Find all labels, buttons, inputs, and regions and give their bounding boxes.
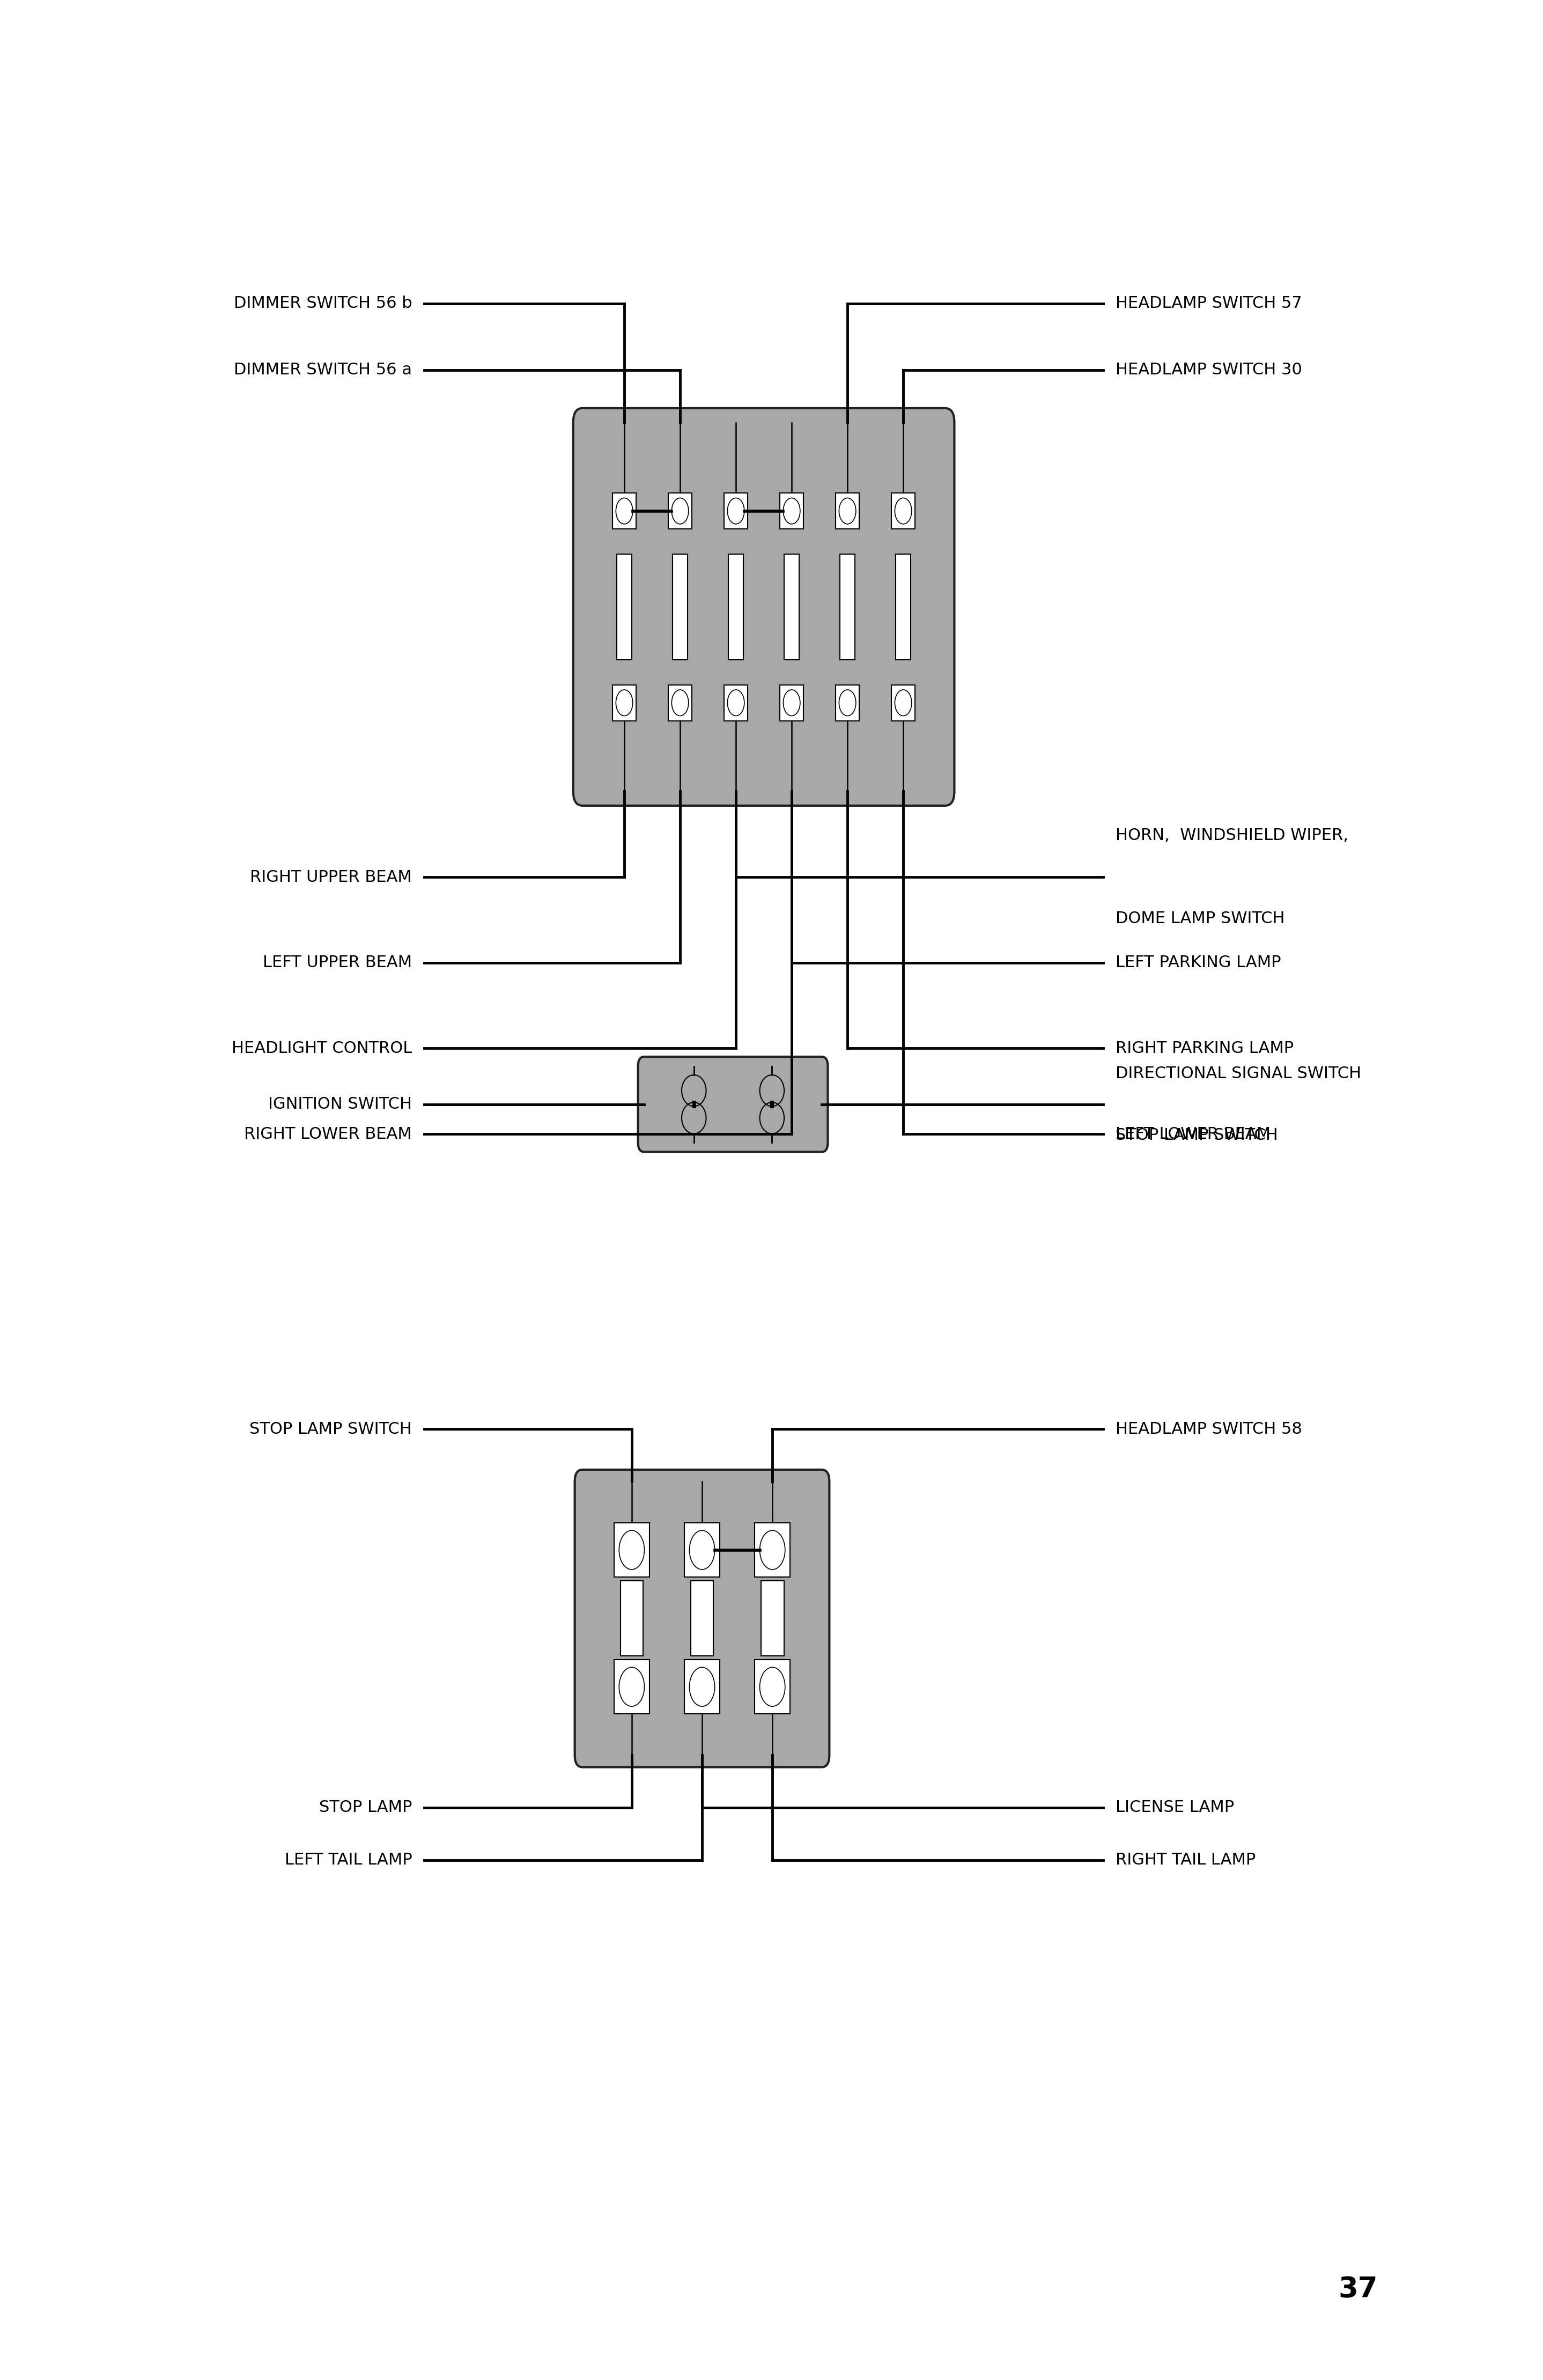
Text: STOP LAMP SWITCH: STOP LAMP SWITCH (1116, 1128, 1278, 1142)
Bar (724, 493, 748, 528)
Bar (892, 685, 915, 721)
Text: DIMMER SWITCH 56 a: DIMMER SWITCH 56 a (235, 362, 412, 378)
Bar (755, 1659, 790, 1714)
Text: HEADLAMP SWITCH 58: HEADLAMP SWITCH 58 (1116, 1421, 1302, 1438)
Bar (779, 685, 804, 721)
Text: LEFT LOWER BEAM: LEFT LOWER BEAM (1116, 1126, 1270, 1142)
Text: RIGHT LOWER BEAM: RIGHT LOWER BEAM (244, 1126, 412, 1142)
Bar (836, 493, 859, 528)
Bar (895, 555, 910, 659)
Bar (617, 555, 633, 659)
Text: LICENSE LAMP: LICENSE LAMP (1116, 1799, 1234, 1816)
Bar (728, 555, 744, 659)
Text: RIGHT PARKING LAMP: RIGHT PARKING LAMP (1116, 1040, 1293, 1057)
Text: RIGHT UPPER BEAM: RIGHT UPPER BEAM (250, 869, 412, 885)
Bar (836, 685, 859, 721)
Text: HEADLAMP SWITCH 30: HEADLAMP SWITCH 30 (1116, 362, 1302, 378)
Bar (613, 493, 636, 528)
Bar (685, 1659, 719, 1714)
Bar (668, 493, 691, 528)
Bar (724, 685, 748, 721)
Bar (620, 1580, 643, 1656)
Text: HEADLAMP SWITCH 57: HEADLAMP SWITCH 57 (1116, 295, 1302, 312)
Bar (614, 1523, 650, 1578)
Text: LEFT TAIL LAMP: LEFT TAIL LAMP (284, 1852, 412, 1868)
Bar (685, 1523, 719, 1578)
Text: DIMMER SWITCH 56 b: DIMMER SWITCH 56 b (233, 295, 412, 312)
FancyBboxPatch shape (574, 409, 954, 804)
Bar (691, 1580, 713, 1656)
Bar (613, 685, 636, 721)
Text: HEADLIGHT CONTROL: HEADLIGHT CONTROL (231, 1040, 412, 1057)
Text: RIGHT TAIL LAMP: RIGHT TAIL LAMP (1116, 1852, 1256, 1868)
Text: STOP LAMP SWITCH: STOP LAMP SWITCH (250, 1421, 412, 1438)
Bar (892, 493, 915, 528)
Text: 37: 37 (1338, 2275, 1378, 2304)
Text: DIRECTIONAL SIGNAL SWITCH: DIRECTIONAL SIGNAL SWITCH (1116, 1066, 1361, 1081)
Bar (673, 555, 688, 659)
Bar (755, 1523, 790, 1578)
Bar (614, 1659, 650, 1714)
Text: STOP LAMP: STOP LAMP (319, 1799, 412, 1816)
Text: DOME LAMP SWITCH: DOME LAMP SWITCH (1116, 912, 1285, 926)
Bar (784, 555, 799, 659)
Bar (761, 1580, 784, 1656)
Text: LEFT PARKING LAMP: LEFT PARKING LAMP (1116, 954, 1281, 971)
FancyBboxPatch shape (574, 1468, 830, 1766)
Text: HORN,  WINDSHIELD WIPER,: HORN, WINDSHIELD WIPER, (1116, 828, 1349, 843)
Bar (668, 685, 691, 721)
FancyBboxPatch shape (639, 1057, 827, 1152)
Bar (839, 555, 855, 659)
Bar (779, 493, 804, 528)
Text: LEFT UPPER BEAM: LEFT UPPER BEAM (262, 954, 412, 971)
Text: IGNITION SWITCH: IGNITION SWITCH (268, 1097, 412, 1111)
